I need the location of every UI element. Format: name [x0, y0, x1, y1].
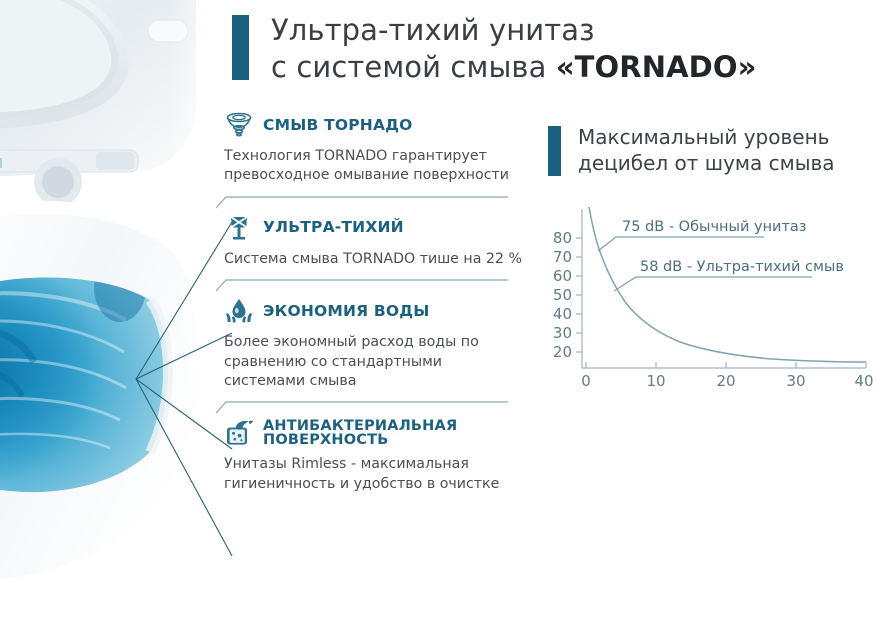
- tornado-flush-icon: [224, 110, 254, 140]
- feature-antibacterial: АНТИБАКТЕРИАЛЬНАЯ ПОВЕРХНОСТЬ Унитазы Ri…: [224, 418, 524, 494]
- feature-separator: [216, 195, 524, 209]
- chart-y-tick-labels: 80 70 60 50 40 30 20: [553, 229, 572, 361]
- feature-water-saving: ЭКОНОМИЯ ВОДЫ Более экономный расход вод…: [224, 296, 524, 391]
- feature-list: СМЫВ ТОРНАДО Технология TORNADO гарантир…: [216, 110, 524, 498]
- feature-separator: [216, 400, 524, 414]
- feature-title: УЛЬТРА-ТИХИЙ: [263, 218, 404, 237]
- feature-body: Система смыва TORNADO тише на 22 %: [224, 250, 522, 267]
- svg-text:50: 50: [553, 286, 572, 304]
- svg-text:20: 20: [716, 372, 735, 390]
- svg-text:60: 60: [553, 267, 572, 285]
- feature-ultra-quiet: УЛЬТРА-ТИХИЙ Система смыва TORNADO тише …: [224, 213, 524, 269]
- svg-text:80: 80: [553, 229, 572, 247]
- chart-heading-line-2: децибел от шума смыва: [578, 151, 835, 175]
- feature-title-line-2: ПОВЕРХНОСТЬ: [263, 432, 389, 449]
- feature-body: Технология TORNADO гарантирует превосход…: [224, 148, 509, 184]
- feature-body: Более экономный расход воды по сравнению…: [224, 334, 479, 390]
- title-accent-bar: [232, 15, 249, 80]
- feature-body: Унитазы Rimless - максимальная гигиеничн…: [224, 456, 500, 492]
- page-title: Ультра-тихий унитаз с системой смыва «TO…: [232, 12, 756, 86]
- feature-tornado-flush: СМЫВ ТОРНАДО Технология TORNADO гарантир…: [224, 110, 524, 186]
- svg-text:0: 0: [581, 372, 591, 390]
- chart-heading-line-1: Максимальный уровень: [578, 125, 830, 149]
- title-line-2-prefix: с системой смыва: [271, 50, 556, 84]
- mute-speaker-icon: [224, 213, 254, 243]
- svg-text:10: 10: [646, 372, 665, 390]
- annotation-58db: [613, 276, 812, 292]
- feature-title-line-1: АНТИБАКТЕРИАЛЬНАЯ: [263, 417, 458, 434]
- svg-text:30: 30: [553, 324, 572, 342]
- svg-text:30: 30: [786, 372, 805, 390]
- feature-title: ЭКОНОМИЯ ВОДЫ: [263, 301, 430, 320]
- svg-text:20: 20: [553, 343, 572, 361]
- feature-separator: [216, 278, 524, 292]
- annotation-75db: [597, 236, 764, 252]
- title-brand: «TORNADO»: [555, 50, 757, 84]
- chart-y-ticks: [576, 237, 582, 353]
- svg-text:70: 70: [553, 248, 572, 266]
- water-drop-hands-icon: [224, 296, 254, 326]
- annotation-75db-label: 75 dB - Обычный унитаз: [622, 219, 807, 235]
- chart-axes: [581, 209, 866, 369]
- annotation-58db-label: 58 dB - Ультра-тихий смыв: [640, 259, 844, 275]
- svg-text:40: 40: [854, 372, 873, 390]
- svg-text:40: 40: [553, 305, 572, 323]
- feature-title: АНТИБАКТЕРИАЛЬНАЯ ПОВЕРХНОСТЬ: [263, 419, 457, 448]
- antibacterial-surface-icon: [224, 418, 254, 448]
- feature-title: СМЫВ ТОРНАДО: [263, 115, 413, 134]
- decay-curve: [588, 206, 867, 363]
- title-line-1: Ультра-тихий унитаз: [271, 13, 595, 47]
- toilet-photo: [0, 0, 236, 624]
- chart-x-ticks: [585, 362, 867, 368]
- decibel-decay-chart: 80 70 60 50 40 30 20 0 10 20 30: [540, 205, 876, 405]
- chart-x-tick-labels: 0 10 20 30 40: [581, 372, 873, 390]
- chart-accent-bar: [548, 126, 561, 176]
- chart-heading: Максимальный уровень децибел от шума смы…: [548, 124, 835, 176]
